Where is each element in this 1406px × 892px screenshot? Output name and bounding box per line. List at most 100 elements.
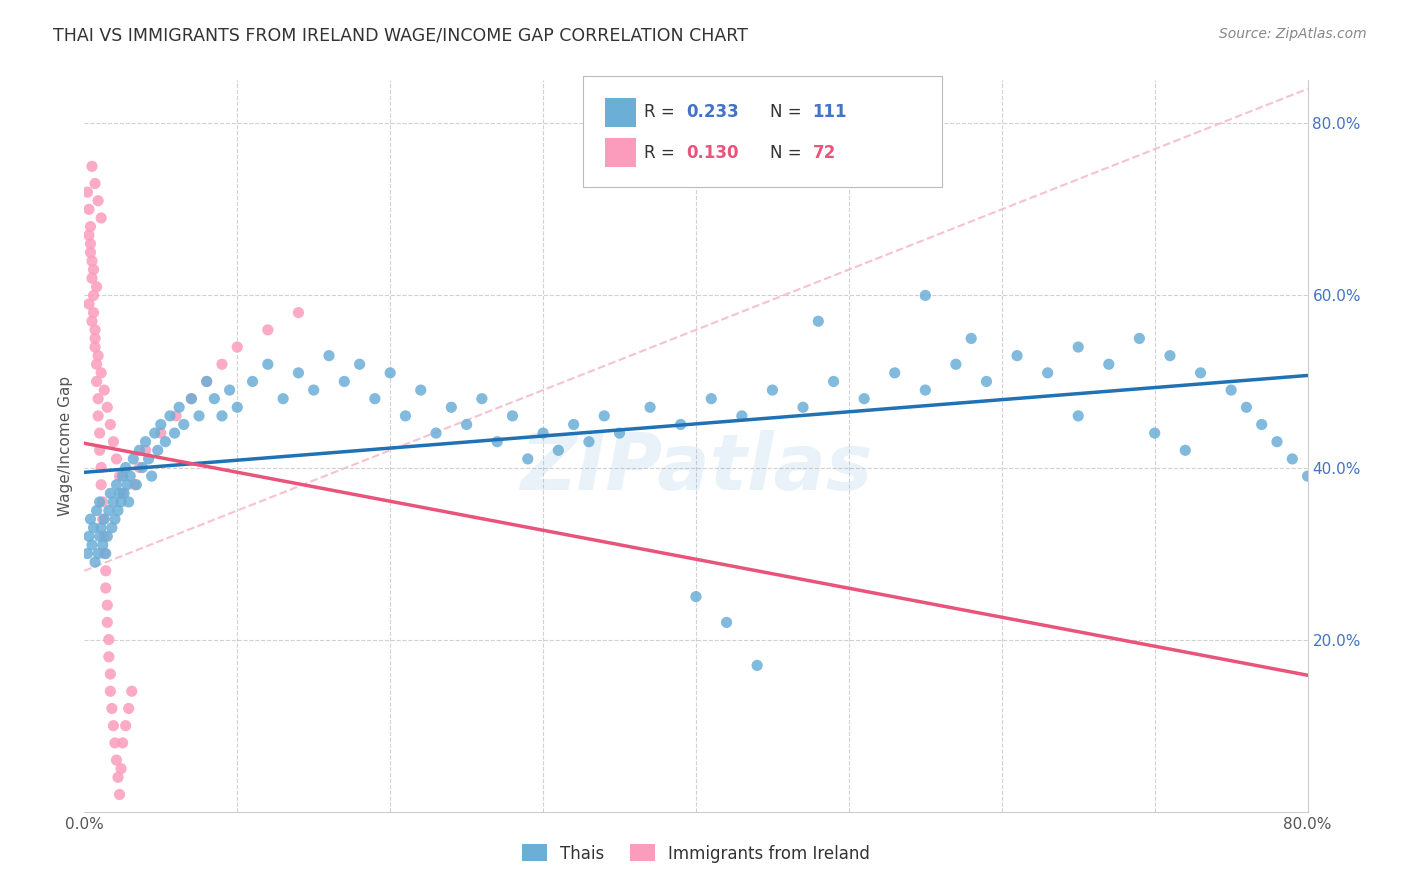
Point xyxy=(135,443,157,458)
Point xyxy=(1236,401,1258,415)
Point xyxy=(638,401,661,415)
Point xyxy=(394,409,416,423)
Point xyxy=(146,443,169,458)
Point xyxy=(242,375,264,389)
Point xyxy=(578,434,600,449)
Point xyxy=(90,211,112,225)
Point xyxy=(83,521,105,535)
Point xyxy=(440,401,463,415)
Point xyxy=(364,392,387,406)
Text: 0.233: 0.233 xyxy=(686,103,740,121)
Point xyxy=(516,451,538,466)
Text: R =: R = xyxy=(644,144,681,161)
Point xyxy=(195,375,218,389)
Point xyxy=(84,323,107,337)
Point xyxy=(1143,426,1166,441)
Point xyxy=(1098,357,1121,371)
Point xyxy=(98,684,121,698)
Point xyxy=(76,185,98,199)
Point xyxy=(135,434,157,449)
Point xyxy=(79,236,101,251)
Point xyxy=(211,357,233,371)
Point xyxy=(141,469,163,483)
Point xyxy=(97,503,120,517)
Point xyxy=(94,581,117,595)
Point xyxy=(93,512,115,526)
Point xyxy=(318,349,340,363)
Point xyxy=(128,460,150,475)
Point xyxy=(471,392,494,406)
Point xyxy=(1296,469,1319,483)
Point xyxy=(195,375,218,389)
Point xyxy=(287,305,309,319)
Point xyxy=(103,719,125,733)
Point xyxy=(101,701,124,715)
Point xyxy=(77,202,100,217)
Text: R =: R = xyxy=(644,103,681,121)
Point xyxy=(257,357,280,371)
Point xyxy=(84,555,107,569)
Point xyxy=(110,495,132,509)
Point xyxy=(1281,451,1303,466)
Text: 72: 72 xyxy=(813,144,837,161)
Point xyxy=(93,383,115,397)
Point xyxy=(180,392,202,406)
Point xyxy=(91,538,114,552)
Point xyxy=(914,383,936,397)
Point xyxy=(98,486,121,500)
Point xyxy=(87,349,110,363)
Point xyxy=(173,417,195,432)
Point xyxy=(118,495,141,509)
Point xyxy=(425,426,447,441)
Point xyxy=(89,495,111,509)
Point xyxy=(149,417,172,432)
Point xyxy=(80,254,103,268)
Point xyxy=(86,357,108,371)
Point xyxy=(120,469,142,483)
Point xyxy=(333,375,356,389)
Point xyxy=(1250,417,1272,432)
Point xyxy=(823,375,845,389)
Point xyxy=(101,521,124,535)
Point xyxy=(1067,340,1090,354)
Point xyxy=(609,426,631,441)
Text: N =: N = xyxy=(770,144,807,161)
Point xyxy=(1067,409,1090,423)
Point xyxy=(167,401,190,415)
Point xyxy=(98,417,121,432)
Point xyxy=(1159,349,1181,363)
Point xyxy=(1128,331,1150,345)
Point xyxy=(86,503,108,517)
Point xyxy=(108,469,131,483)
Point xyxy=(80,314,103,328)
Point xyxy=(531,426,554,441)
Point xyxy=(121,684,143,698)
Point xyxy=(87,194,110,208)
Point xyxy=(547,443,569,458)
Point xyxy=(90,521,112,535)
Point xyxy=(114,719,136,733)
Text: THAI VS IMMIGRANTS FROM IRELAND WAGE/INCOME GAP CORRELATION CHART: THAI VS IMMIGRANTS FROM IRELAND WAGE/INC… xyxy=(53,27,748,45)
Point xyxy=(159,409,181,423)
Point xyxy=(226,401,249,415)
Point xyxy=(104,512,127,526)
Point xyxy=(1220,383,1243,397)
Point xyxy=(226,340,249,354)
Point xyxy=(105,451,128,466)
Point xyxy=(93,547,115,561)
Point xyxy=(94,564,117,578)
Y-axis label: Wage/Income Gap: Wage/Income Gap xyxy=(58,376,73,516)
Point xyxy=(380,366,402,380)
Point xyxy=(103,434,125,449)
Text: N =: N = xyxy=(770,103,807,121)
Point xyxy=(104,736,127,750)
Point xyxy=(111,469,134,483)
Point xyxy=(96,598,118,612)
Point xyxy=(96,615,118,630)
Point xyxy=(90,477,112,491)
Point xyxy=(669,417,692,432)
Point xyxy=(1265,434,1288,449)
Point xyxy=(914,288,936,302)
Point xyxy=(122,451,145,466)
Point xyxy=(138,451,160,466)
